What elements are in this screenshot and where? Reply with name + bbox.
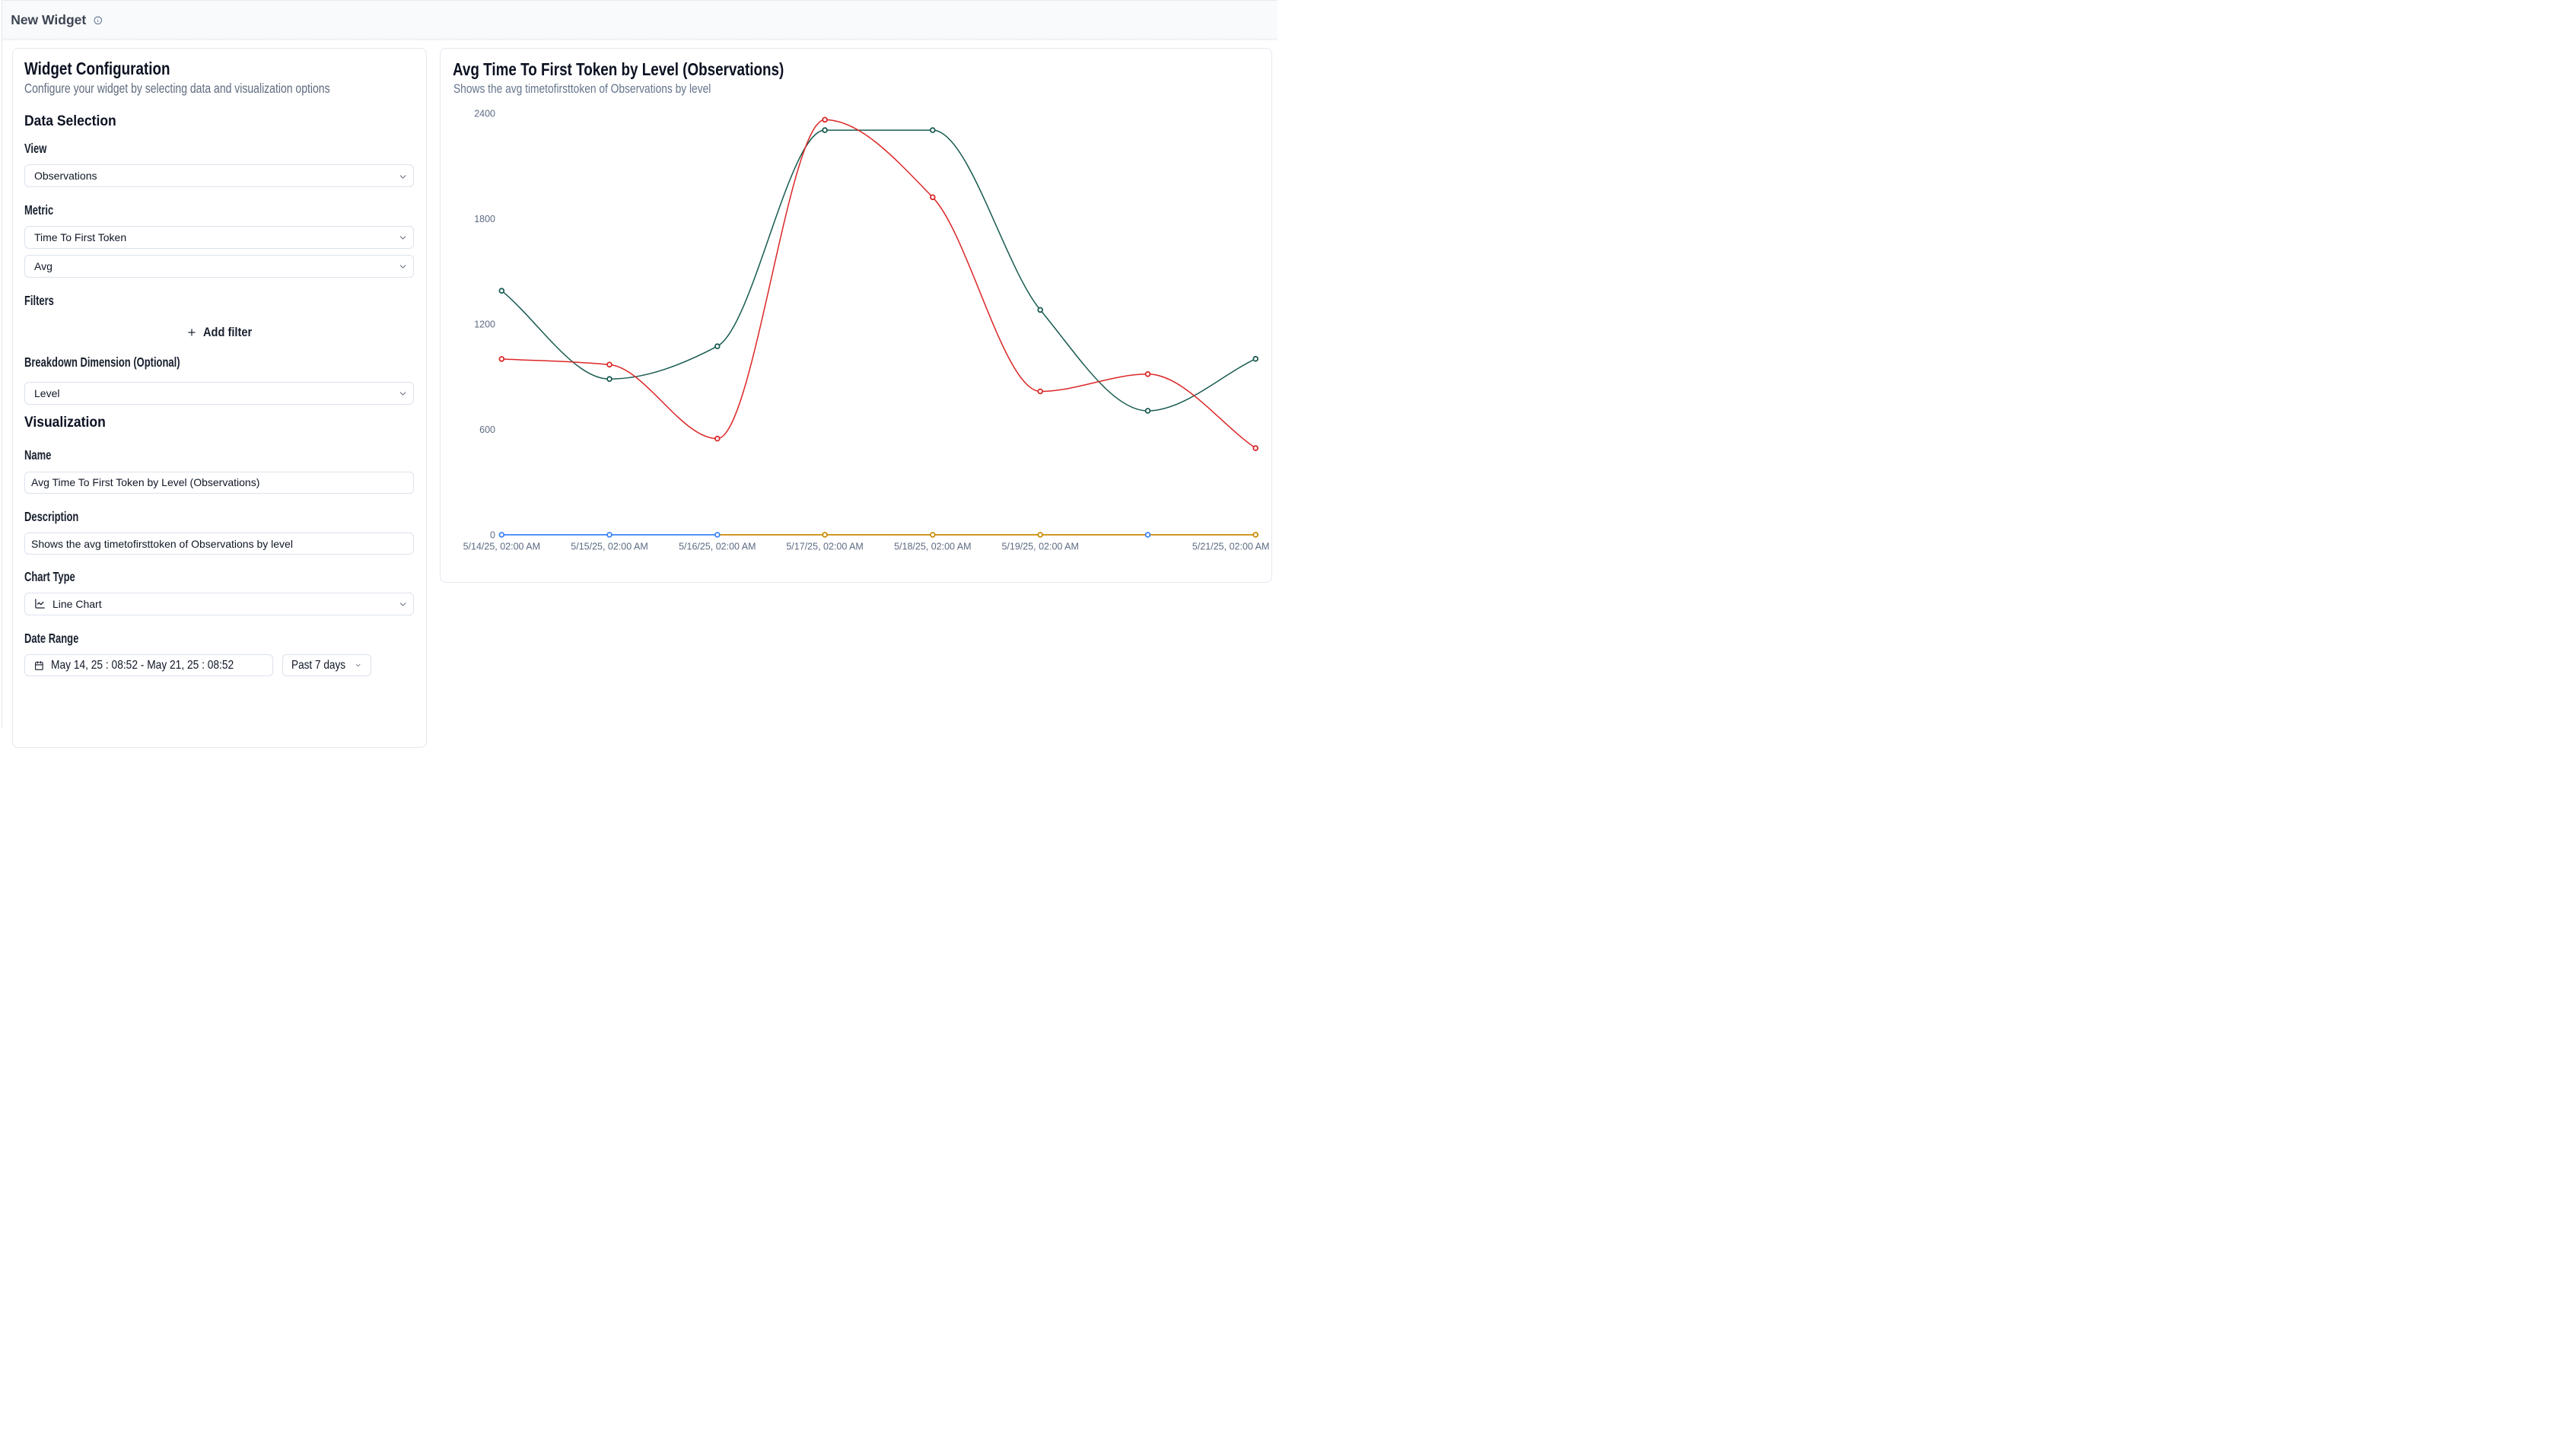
- svg-text:5/18/25, 02:00 AM: 5/18/25, 02:00 AM: [894, 542, 971, 552]
- svg-text:5/21/25, 02:00 AM: 5/21/25, 02:00 AM: [1192, 542, 1269, 552]
- svg-text:0: 0: [490, 529, 495, 540]
- svg-text:1800: 1800: [474, 214, 495, 224]
- svg-text:5/19/25, 02:00 AM: 5/19/25, 02:00 AM: [1001, 542, 1078, 552]
- svg-text:5/16/25, 02:00 AM: 5/16/25, 02:00 AM: [679, 542, 756, 552]
- svg-text:5/14/25, 02:00 AM: 5/14/25, 02:00 AM: [463, 542, 540, 552]
- svg-text:2400: 2400: [474, 109, 495, 119]
- svg-text:1200: 1200: [474, 319, 495, 330]
- svg-text:5/15/25, 02:00 AM: 5/15/25, 02:00 AM: [571, 542, 648, 552]
- svg-text:600: 600: [479, 424, 495, 435]
- svg-text:5/17/25, 02:00 AM: 5/17/25, 02:00 AM: [786, 542, 863, 552]
